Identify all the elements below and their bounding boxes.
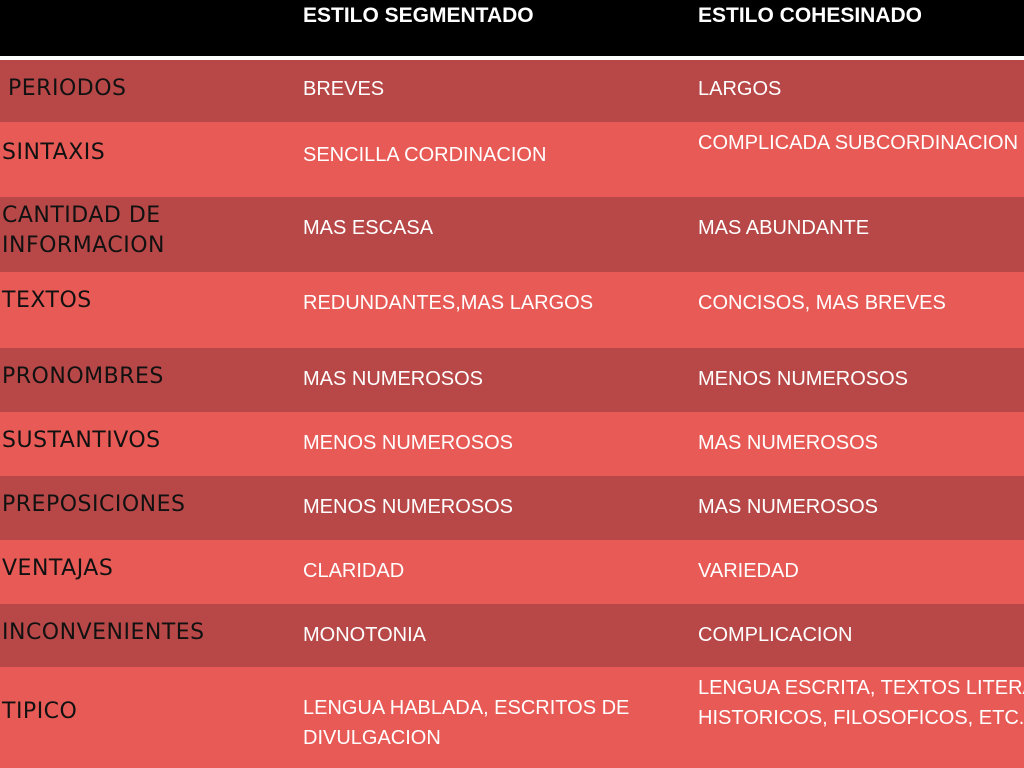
row-label: INCONVENIENTES	[2, 620, 205, 645]
table-row: PERIODOS BREVES LARGOS	[0, 60, 1024, 122]
header-cell: ESTILO COHESINADO	[698, 4, 923, 27]
row-label: CANTIDAD DE INFORMACION	[2, 203, 165, 258]
table-cell: MONOTONIA	[303, 624, 426, 646]
row-label: SINTAXIS	[2, 140, 106, 165]
table-row: SINTAXIS SENCILLA CORDINACION COMPLICADA S…	[0, 122, 1024, 197]
row-label: PERIODOS	[8, 76, 127, 101]
table-cell: LENGUA ESCRITA, TEXTOS LITERA HISTORICOS…	[698, 677, 1024, 729]
row-label: VENTAJAS	[2, 556, 114, 581]
table-cell: CLARIDAD	[303, 560, 405, 582]
table-cell: CONCISOS, MAS BREVES	[698, 292, 946, 314]
table-row: TIPICO LENGUA HABLADA, ESCRITOS DE DIVULG…	[0, 667, 1024, 768]
row-label: SUSTANTIVOS	[2, 428, 161, 453]
table-row: PREPOSICIONES MENOS NUMEROSOS MAS NUMEROSO…	[0, 476, 1024, 540]
table-cell: MAS NUMEROSOS	[698, 432, 879, 454]
table-cell: MAS NUMEROSOS	[698, 496, 879, 518]
row-label: PRONOMBRES	[2, 364, 164, 389]
table-cell: SENCILLA CORDINACION	[303, 144, 547, 166]
table-row: VENTAJAS CLARIDAD VARIEDAD	[0, 540, 1024, 604]
table-row: PRONOMBRES MAS NUMEROSOS MENOS NUMEROSOS	[0, 348, 1024, 412]
table-cell: MENOS NUMEROSOS	[698, 368, 909, 390]
table-row: TEXTOS REDUNDANTES,MAS LARGOS CONCISOS, MA…	[0, 272, 1024, 348]
table-cell: MAS ABUNDANTE	[698, 217, 870, 239]
table-cell: COMPLICADA SUBCORDINACION	[698, 132, 1019, 154]
row-label: TEXTOS	[2, 288, 92, 313]
table-cell: COMPLICACION	[698, 624, 853, 646]
table-row: CANTIDAD DE INFORMACION MAS ESCASA MAS ABU…	[0, 197, 1024, 272]
table-cell: MAS NUMEROSOS	[303, 368, 484, 390]
table-cell: MAS ESCASA	[303, 217, 434, 239]
table-cell: LARGOS	[698, 78, 782, 100]
table-cell: VARIEDAD	[698, 560, 799, 582]
row-label: TIPICO	[2, 699, 78, 724]
table-header: ESTILO SEGMENTADO ESTILO COHESINADO	[0, 0, 1024, 60]
table-cell: LENGUA HABLADA, ESCRITOS DE DIVULGACION	[303, 697, 630, 749]
table-cell: MENOS NUMEROSOS	[303, 496, 514, 518]
table-cell: REDUNDANTES,MAS LARGOS	[303, 292, 594, 314]
header-cell: ESTILO SEGMENTADO	[303, 4, 534, 27]
table-cell: BREVES	[303, 78, 385, 100]
table-cell: MENOS NUMEROSOS	[303, 432, 514, 454]
table-row: INCONVENIENTES MONOTONIA COMPLICACION	[0, 604, 1024, 667]
row-label: PREPOSICIONES	[2, 492, 186, 517]
table-row: SUSTANTIVOS MENOS NUMEROSOS MAS NUMEROSOS	[0, 412, 1024, 476]
